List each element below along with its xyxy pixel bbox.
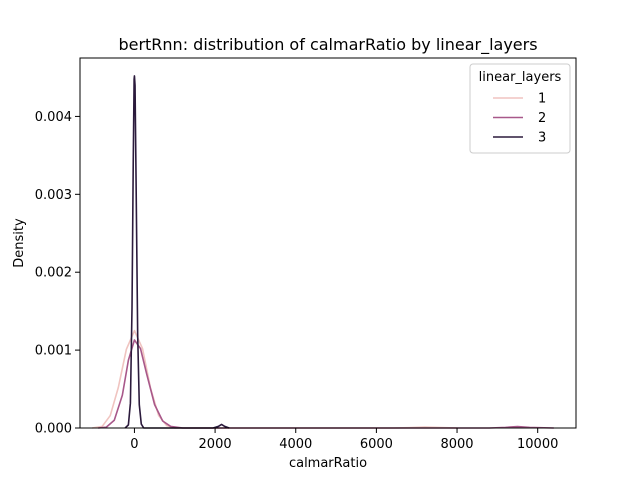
legend-label-1: 1 bbox=[538, 92, 546, 107]
legend-label-3: 3 bbox=[538, 131, 546, 146]
x-axis: 0 2000 4000 6000 8000 10000 bbox=[130, 428, 558, 452]
y-tick-label: 0.004 bbox=[35, 110, 72, 125]
axes-frame bbox=[79, 57, 577, 429]
x-tick-label: 8000 bbox=[440, 437, 473, 452]
x-tick-label: 2000 bbox=[199, 437, 232, 452]
y-tick-label: 0.000 bbox=[35, 422, 72, 437]
series-line-2 bbox=[98, 339, 554, 429]
x-axis-label: calmarRatio bbox=[289, 456, 367, 471]
y-tick-label: 0.001 bbox=[35, 344, 72, 359]
legend-box bbox=[469, 63, 571, 154]
y-axis: 0.000 0.001 0.002 0.003 0.004 bbox=[35, 110, 80, 437]
x-tick-label: 6000 bbox=[360, 437, 393, 452]
x-tick-label: 0 bbox=[130, 437, 138, 452]
series-line-3 bbox=[124, 75, 230, 429]
x-tick-label: 4000 bbox=[279, 437, 312, 452]
y-tick-label: 0.003 bbox=[35, 188, 72, 203]
y-axis-label: Density bbox=[12, 218, 27, 268]
legend: linear_layers 1 2 3 bbox=[469, 63, 571, 154]
chart-title: bertRnn: distribution of calmarRatio by … bbox=[118, 35, 537, 55]
series-layer bbox=[91, 75, 554, 429]
legend-title: linear_layers bbox=[479, 70, 562, 85]
y-tick-label: 0.002 bbox=[35, 266, 72, 281]
x-tick-label: 10000 bbox=[517, 437, 558, 452]
legend-label-2: 2 bbox=[538, 111, 546, 126]
